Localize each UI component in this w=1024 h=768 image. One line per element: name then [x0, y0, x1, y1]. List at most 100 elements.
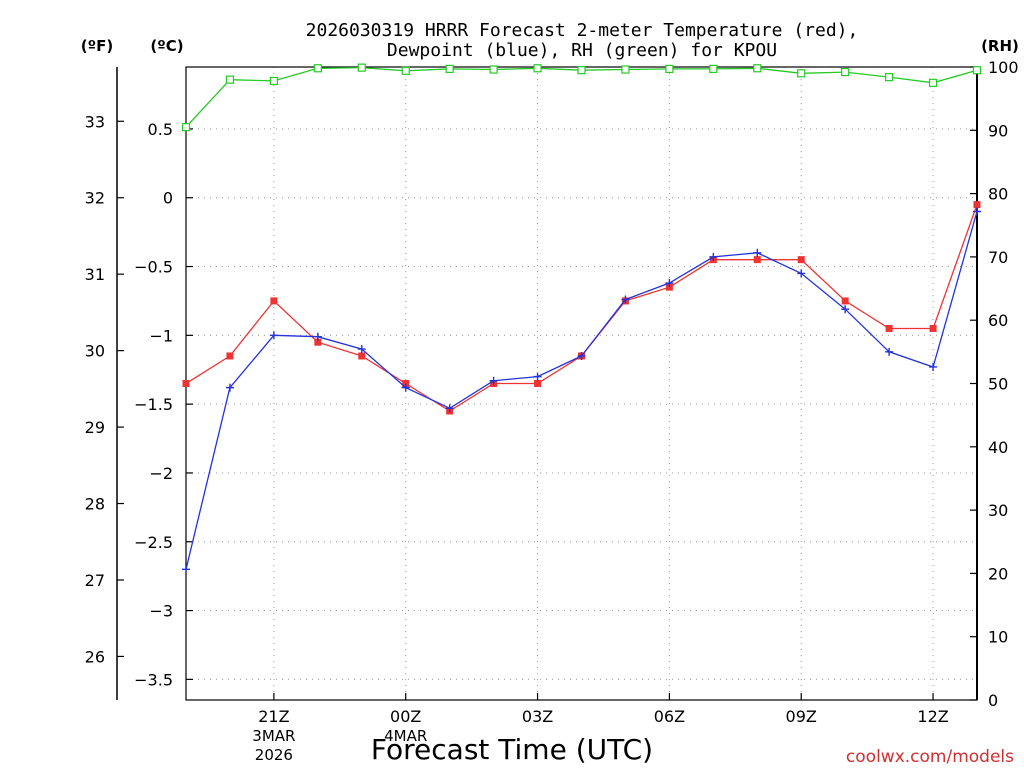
fahrenheit-unit-label: (ºF)	[81, 37, 113, 55]
chart-title-line1: 2026030319 HRRR Forecast 2-meter Tempera…	[306, 20, 859, 41]
rh-point	[269, 76, 278, 86]
dewpoint-point	[885, 347, 894, 356]
x-tick-label: 06Z	[654, 707, 685, 726]
fahrenheit-tick-label: 33	[85, 112, 105, 131]
dewpoint-point	[182, 565, 190, 574]
x-tick-year-label: 2026	[255, 746, 293, 764]
rh-tick-label: 0	[988, 691, 998, 710]
temperature-line	[185, 204, 978, 412]
x-tick-label: 21Z	[258, 707, 289, 726]
rh-point	[313, 64, 322, 73]
dewpoint-point	[973, 207, 981, 216]
rh-tick-label: 40	[988, 438, 1008, 457]
rh-point	[621, 65, 630, 74]
dewpoint-point	[357, 345, 366, 354]
rh-tick-label: 100	[988, 58, 1019, 77]
celsius-tick-label: −2.5	[134, 533, 173, 552]
dewpoint-point	[445, 404, 454, 413]
rh-line	[185, 66, 978, 128]
celsius-tick-label: −3	[149, 602, 173, 621]
temperature-point	[270, 297, 278, 305]
temperature-point	[665, 283, 673, 291]
celsius-tick-label: −3.5	[134, 670, 173, 689]
dewpoint-line	[185, 211, 978, 570]
chart-titles: 2026030319 HRRR Forecast 2-meter Tempera…	[306, 20, 859, 61]
temperature-point	[358, 352, 366, 360]
x-tick-label: 00Z	[390, 707, 421, 726]
rh-point	[709, 64, 718, 73]
celsius-unit-label: (ºC)	[150, 37, 183, 55]
x-tick-label: 12Z	[917, 707, 948, 726]
temperature-point	[841, 297, 849, 305]
rh-tick-label: 20	[988, 564, 1008, 583]
rh-tick-label: 60	[988, 311, 1008, 330]
dewpoint-point	[709, 252, 718, 261]
celsius-tick-label: −1.5	[134, 395, 173, 414]
x-tick-label: 09Z	[786, 707, 817, 726]
rh-point	[357, 63, 366, 72]
temperature-point	[885, 324, 893, 332]
rh-point	[181, 123, 191, 132]
rh-point	[841, 67, 850, 77]
fahrenheit-tick-label: 26	[85, 647, 105, 666]
fahrenheit-tick-label: 27	[85, 571, 105, 590]
grid-lines	[186, 67, 977, 700]
temperature-point	[314, 338, 322, 346]
temperature-point	[929, 324, 937, 332]
rh-point	[533, 64, 542, 73]
x-tick-date-label: 4MAR	[384, 727, 427, 745]
dewpoint-point	[621, 295, 630, 304]
rh-point	[445, 64, 454, 73]
axes: 0.5 0 −0.5 −1 −1.5 −2 −2.5 −3 −3.5 33 32 31 30 29 28 27…	[85, 58, 1019, 764]
data-series	[181, 63, 982, 574]
rh-point	[885, 73, 894, 82]
rh-point	[665, 64, 674, 73]
rh-point	[797, 69, 806, 78]
dewpoint-point	[269, 331, 278, 340]
dewpoint-point	[665, 279, 674, 288]
temperature-point	[534, 380, 542, 387]
rh-unit-label: (RH)	[981, 37, 1019, 55]
temperature-point	[226, 352, 234, 360]
dewpoint-point	[225, 383, 234, 392]
fahrenheit-tick-label: 28	[85, 495, 105, 514]
rh-point	[489, 65, 498, 74]
celsius-tick-label: −1	[149, 326, 173, 345]
rh-tick-label: 80	[988, 185, 1008, 204]
dewpoint-point	[797, 269, 806, 278]
dewpoint-point	[489, 376, 498, 385]
plot-frame	[185, 66, 978, 701]
temperature-point	[402, 380, 410, 387]
x-tick-label: 03Z	[522, 707, 553, 726]
temperature-point	[797, 256, 805, 264]
temperature-point	[973, 201, 981, 209]
rh-point	[577, 66, 586, 75]
rh-tick-label: 70	[988, 248, 1008, 267]
x-tick-date-label: 3MAR	[252, 727, 295, 745]
rh-point	[753, 64, 762, 73]
rh-tick-label: 30	[988, 501, 1008, 520]
dewpoint-point	[577, 351, 586, 360]
celsius-tick-label: 0	[163, 189, 173, 208]
celsius-tick-label: −2	[149, 464, 173, 483]
fahrenheit-tick-label: 32	[85, 189, 105, 208]
dewpoint-point	[753, 248, 762, 257]
dewpoint-point	[533, 372, 542, 381]
fahrenheit-tick-label: 29	[85, 418, 105, 437]
dewpoint-point	[401, 383, 410, 392]
watermark: coolwx.com/models	[846, 747, 1014, 767]
rh-tick-label: 10	[988, 628, 1008, 647]
rh-tick-label: 90	[988, 121, 1008, 140]
dewpoint-point	[929, 362, 938, 371]
celsius-tick-label: 0.5	[148, 120, 173, 139]
temperature-point	[753, 256, 761, 264]
fahrenheit-tick-label: 31	[85, 265, 105, 284]
chart-title-line2: Dewpoint (blue), RH (green) for KPOU	[387, 40, 777, 61]
temperature-point	[182, 380, 190, 387]
dewpoint-point	[313, 332, 322, 341]
fahrenheit-tick-label: 30	[85, 342, 105, 361]
rh-point	[928, 78, 938, 87]
rh-point	[972, 66, 982, 75]
rh-point	[401, 66, 410, 75]
dewpoint-point	[841, 305, 850, 314]
